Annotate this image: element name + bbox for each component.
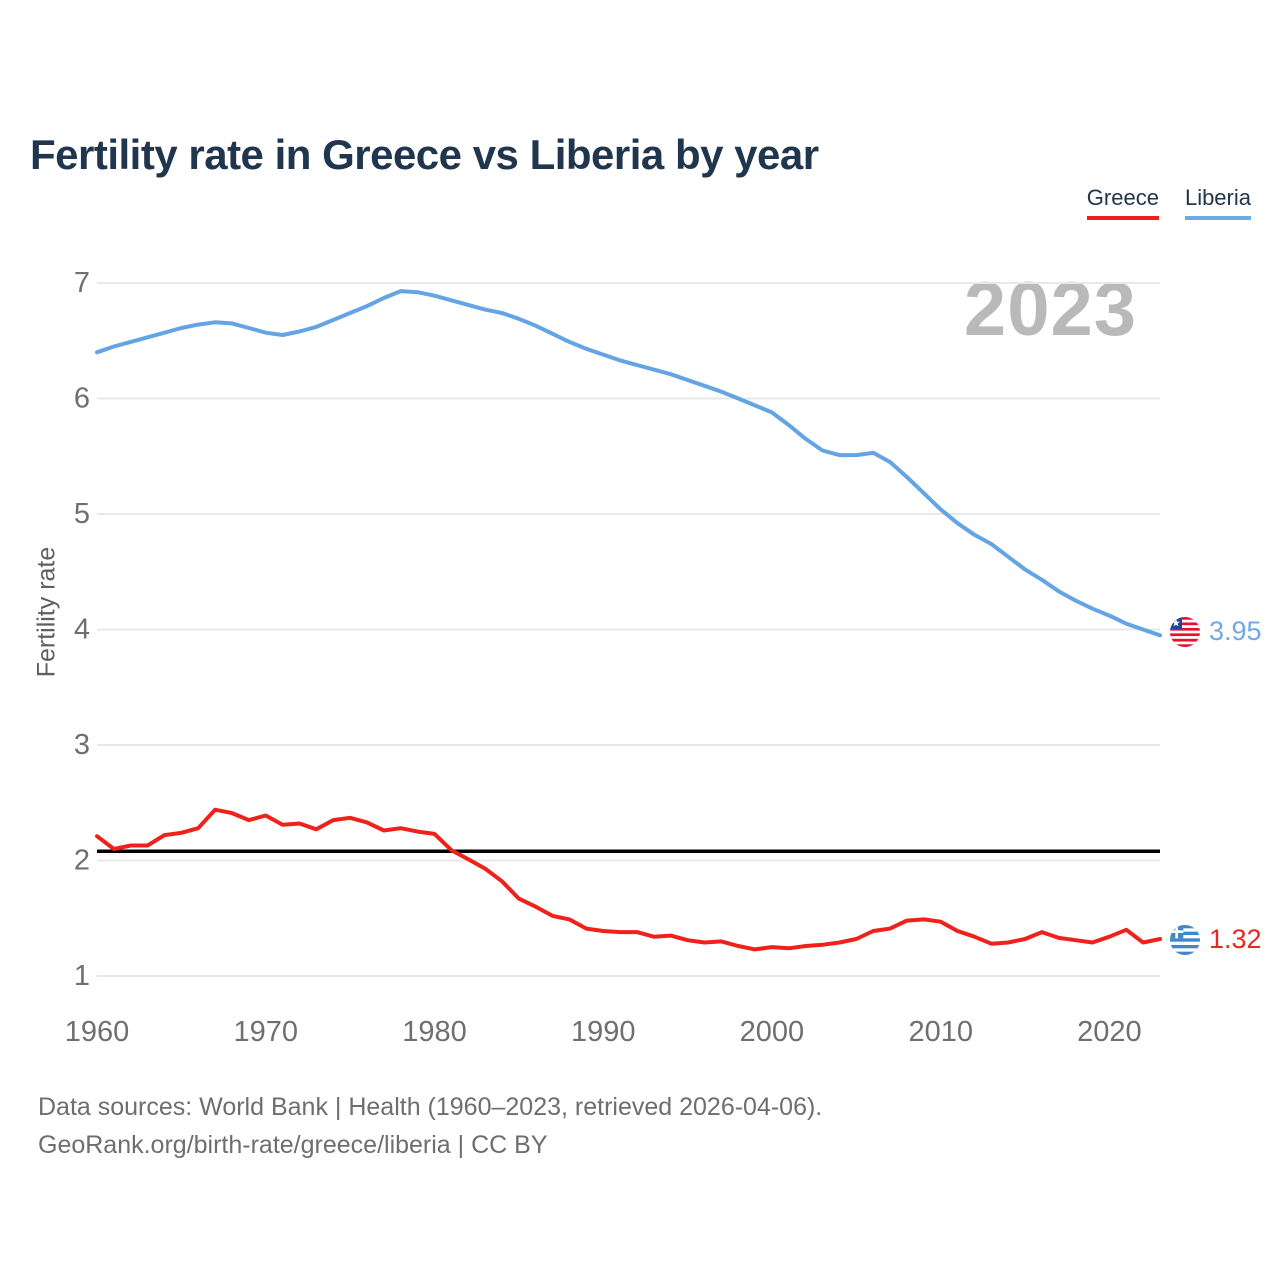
svg-text:4: 4 <box>74 614 90 646</box>
svg-text:2010: 2010 <box>908 1016 973 1048</box>
greece-end-label: 1.32 <box>1170 924 1262 955</box>
legend: Greece Liberia <box>1086 185 1251 220</box>
source-attribution: Data sources: World Bank | Health (1960–… <box>38 1088 822 1164</box>
svg-text:2: 2 <box>74 845 90 877</box>
svg-text:1960: 1960 <box>65 1016 130 1048</box>
svg-text:3: 3 <box>74 729 90 761</box>
source-url-line: GeoRank.org/birth-rate/greece/liberia | … <box>38 1131 548 1159</box>
svg-text:2020: 2020 <box>1077 1016 1142 1048</box>
page-title: Fertility rate in Greece vs Liberia by y… <box>30 131 819 179</box>
svg-text:1980: 1980 <box>402 1016 467 1048</box>
svg-text:6: 6 <box>74 383 90 415</box>
legend-item-greece[interactable]: Greece <box>1086 185 1159 220</box>
liberia-flag-icon <box>1170 616 1200 647</box>
year-watermark: 2023 <box>963 267 1137 352</box>
svg-text:1: 1 <box>74 960 90 992</box>
y-axis-label: Fertility rate <box>32 546 61 678</box>
svg-text:1970: 1970 <box>233 1016 298 1048</box>
legend-item-liberia[interactable]: Liberia <box>1184 185 1251 220</box>
liberia-end-value: 3.95 <box>1209 616 1262 646</box>
svg-text:5: 5 <box>74 498 90 530</box>
svg-text:2000: 2000 <box>740 1016 805 1048</box>
svg-text:7: 7 <box>74 267 90 299</box>
liberia-end-label: 3.95 <box>1170 616 1262 647</box>
svg-text:1990: 1990 <box>571 1016 636 1048</box>
greece-end-value: 1.32 <box>1209 924 1262 954</box>
greece-flag-icon <box>1170 924 1200 955</box>
data-sources-line: Data sources: World Bank | Health (1960–… <box>38 1093 823 1121</box>
